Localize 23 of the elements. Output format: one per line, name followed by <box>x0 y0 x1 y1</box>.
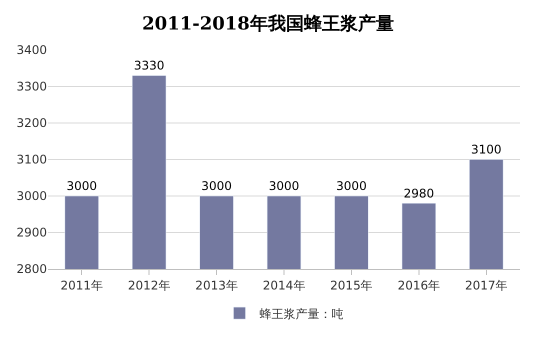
x-tick-label: 2013年 <box>195 278 238 292</box>
data-label: 3000 <box>201 179 232 193</box>
y-tick-label: 3400 <box>16 43 47 58</box>
data-label: 3000 <box>336 179 367 193</box>
x-tick-label: 2016年 <box>398 278 440 292</box>
x-tick-label: 2017年 <box>465 278 508 292</box>
x-tick-label: 2015年 <box>330 278 373 292</box>
data-label: 2980 <box>404 186 434 200</box>
data-label: 3000 <box>66 179 97 193</box>
data-label: 3000 <box>268 179 300 193</box>
x-tick-label: 2012年 <box>128 278 170 292</box>
x-tick-label: 2014年 <box>262 278 306 292</box>
legend-label: 蜂王浆产量：吨 <box>260 306 344 321</box>
y-tick-label: 2900 <box>16 226 47 240</box>
y-tick-label: 2800 <box>16 262 47 276</box>
data-label: 3330 <box>134 58 164 73</box>
chart-title: 2011-2018年我国蜂王浆产量 <box>142 14 394 34</box>
y-tick-label: 3000 <box>16 189 47 204</box>
data-label: 3100 <box>471 142 502 156</box>
y-tick-label: 3100 <box>16 152 47 167</box>
x-tick-label: 2011年 <box>60 278 103 292</box>
y-tick-label: 3300 <box>16 80 47 94</box>
y-tick-label: 3200 <box>16 116 47 130</box>
